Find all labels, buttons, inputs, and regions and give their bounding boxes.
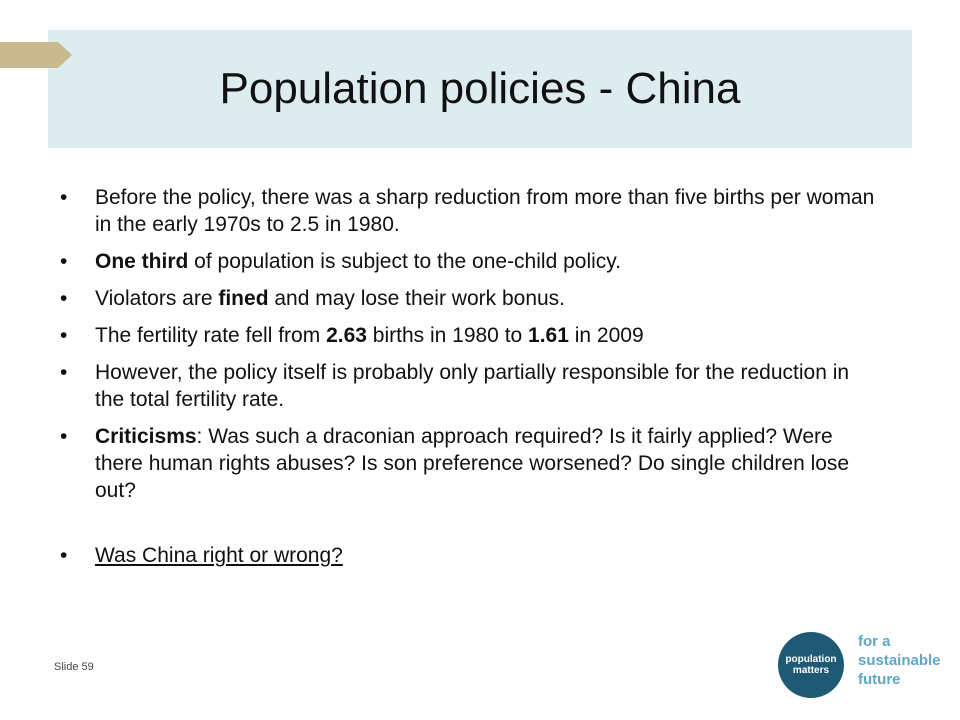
accent-tab-arrow (58, 42, 72, 68)
bullet-marker: • (60, 250, 68, 273)
bullet-bold-text: Criticisms (95, 425, 197, 448)
logo-tagline: for a sustainable future (858, 632, 941, 689)
bullet-marker: • (60, 425, 68, 448)
slide-number: Slide 59 (54, 661, 94, 673)
bullet-item: • One third of population is subject to … (60, 248, 880, 275)
bullet-bold-text: fined (218, 287, 269, 310)
bullet-list: • Before the policy, there was a sharp r… (60, 184, 880, 579)
bullet-item: • The fertility rate fell from 2.63 birt… (60, 322, 880, 349)
bullet-item: • Before the policy, there was a sharp r… (60, 184, 880, 238)
bullet-marker: • (60, 287, 68, 310)
bullet-text: of population is subject to the one-chil… (188, 250, 622, 273)
tagline-line: for a (858, 633, 891, 650)
bullet-bold-text: 1.61 (528, 324, 569, 347)
bullet-text: in 2009 (568, 324, 644, 347)
accent-tab (0, 42, 58, 68)
bullet-text: Violators are (95, 287, 219, 310)
bullet-marker: • (60, 324, 68, 347)
bullet-bold-text: 2.63 (326, 324, 367, 347)
bullet-item: • Criticisms: Was such a draconian appro… (60, 423, 880, 504)
bullet-marker: • (60, 186, 68, 209)
bullet-text: Before the policy, there was a sharp red… (95, 186, 875, 236)
bullet-item: • Was China right or wrong? (60, 542, 880, 569)
bullet-item: • However, the policy itself is probably… (60, 359, 880, 413)
title-band (48, 30, 912, 148)
tagline-line: sustainable (858, 652, 941, 669)
bullet-marker: • (60, 361, 68, 384)
bullet-text: : Was such a draconian approach required… (95, 425, 850, 502)
question-link[interactable]: Was China right or wrong? (95, 544, 343, 567)
slide-title: Population policies - China (219, 64, 741, 113)
bullet-text: The fertility rate fell from (95, 324, 327, 347)
tagline-line: future (858, 671, 901, 688)
bullet-text: However, the policy itself is probably o… (95, 361, 850, 411)
bullet-text: births in 1980 to (366, 324, 529, 347)
population-matters-logo: population matters (778, 632, 844, 698)
bullet-marker: • (60, 544, 68, 567)
logo-line: population (785, 654, 837, 665)
bullet-text: and may lose their work bonus. (268, 287, 566, 310)
bullet-item: • Violators are fined and may lose their… (60, 285, 880, 312)
bullet-bold-text: One third (95, 250, 189, 273)
logo-line: matters (792, 665, 830, 676)
